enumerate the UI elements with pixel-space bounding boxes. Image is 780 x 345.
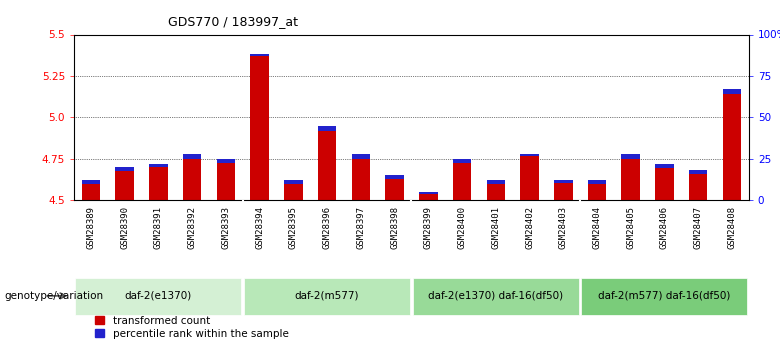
Bar [250,55,269,56]
Bar [217,159,236,200]
Bar [244,278,410,315]
Text: GSM28395: GSM28395 [289,206,298,249]
Bar [284,180,303,184]
Bar [413,278,579,315]
Bar [722,89,741,200]
Bar [284,180,303,200]
Bar [317,126,336,131]
Bar [554,180,573,183]
Text: GSM28401: GSM28401 [491,206,500,249]
Bar [689,170,707,200]
Text: GSM28392: GSM28392 [188,206,197,249]
Text: GSM28393: GSM28393 [222,206,230,249]
Bar [250,55,269,200]
Text: GSM28402: GSM28402 [525,206,534,249]
Text: GSM28405: GSM28405 [626,206,635,249]
Bar [183,154,201,159]
Bar [317,126,336,200]
Bar [622,154,640,159]
Text: daf-2(e1370) daf-16(df50): daf-2(e1370) daf-16(df50) [428,291,563,301]
Bar [722,89,741,94]
Bar [587,180,606,184]
Bar [385,175,404,200]
Bar [149,164,168,167]
Bar [581,278,747,315]
Bar [419,192,438,200]
Text: GSM28399: GSM28399 [424,206,433,249]
Bar [487,180,505,184]
Text: GSM28396: GSM28396 [323,206,331,249]
Text: daf-2(m577) daf-16(df50): daf-2(m577) daf-16(df50) [598,291,731,301]
Bar [689,170,707,174]
Text: GSM28391: GSM28391 [154,206,163,249]
Text: GSM28390: GSM28390 [120,206,129,249]
Text: GSM28398: GSM28398 [390,206,399,249]
Legend: transformed count, percentile rank within the sample: transformed count, percentile rank withi… [95,316,289,339]
Bar [452,159,471,200]
Bar [352,154,370,159]
Bar [217,159,236,163]
Text: GSM28407: GSM28407 [693,206,703,249]
Text: GDS770 / 183997_at: GDS770 / 183997_at [168,14,298,28]
Bar [76,278,242,315]
Text: daf-2(m577): daf-2(m577) [295,291,360,301]
Text: daf-2(e1370): daf-2(e1370) [125,291,192,301]
Bar [82,180,101,200]
Text: GSM28394: GSM28394 [255,206,264,249]
Bar [655,164,674,200]
Bar [82,180,101,184]
Bar [487,180,505,200]
Bar [183,154,201,200]
Bar [655,164,674,168]
Bar [520,154,539,200]
Text: GSM28408: GSM28408 [728,206,736,249]
Text: GSM28400: GSM28400 [458,206,466,249]
Text: GSM28406: GSM28406 [660,206,669,249]
Text: GSM28389: GSM28389 [87,206,95,249]
Bar [115,167,134,171]
Bar [149,164,168,200]
Bar [554,180,573,200]
Bar [587,180,606,200]
Text: GSM28404: GSM28404 [593,206,601,249]
Text: GSM28397: GSM28397 [356,206,365,249]
Bar [385,175,404,179]
Bar [352,154,370,200]
Bar [520,154,539,156]
Bar [115,167,134,200]
Bar [452,159,471,163]
Bar [622,154,640,200]
Text: GSM28403: GSM28403 [558,206,568,249]
Text: genotype/variation: genotype/variation [4,291,103,301]
Bar [419,192,438,194]
